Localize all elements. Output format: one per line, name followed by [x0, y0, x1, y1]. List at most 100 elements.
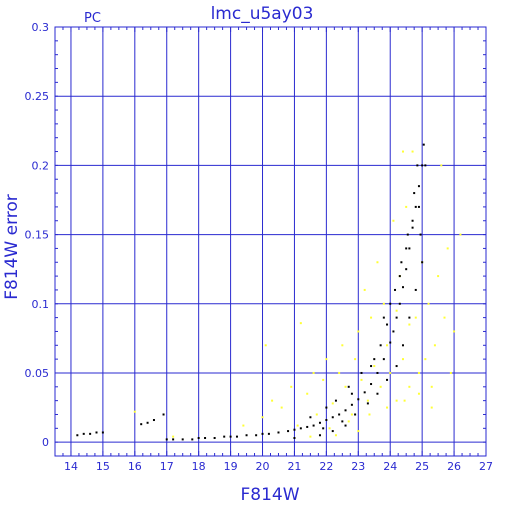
data-point-yellow — [341, 344, 344, 347]
data-point-yellow — [338, 371, 341, 374]
data-point-black — [424, 164, 427, 167]
data-point-black — [406, 233, 409, 236]
data-point-yellow — [290, 385, 293, 388]
data-point-black — [373, 358, 376, 361]
data-point-black — [322, 427, 325, 430]
data-point-black — [181, 438, 184, 441]
data-point-black — [411, 219, 414, 222]
data-point-yellow — [395, 309, 398, 312]
data-point-yellow — [405, 205, 408, 208]
data-point-black — [405, 268, 408, 271]
data-point-black — [401, 286, 404, 289]
corner-label: PC — [84, 11, 101, 26]
data-point-black — [389, 302, 392, 305]
data-point-black — [376, 392, 379, 395]
data-point-yellow — [437, 275, 440, 278]
data-point-black — [82, 432, 85, 435]
data-point-yellow — [312, 371, 315, 374]
data-point-yellow — [366, 399, 369, 402]
data-point-yellow — [271, 399, 274, 402]
data-point-black — [379, 344, 382, 347]
data-point-yellow — [430, 406, 433, 409]
x-tick-label: 26 — [447, 460, 461, 473]
grid-layer — [54, 26, 487, 456]
data-point-black — [162, 413, 165, 416]
data-point-yellow — [331, 402, 334, 405]
data-point-black — [370, 365, 373, 368]
data-point-yellow — [357, 330, 360, 333]
data-point-yellow — [309, 435, 312, 438]
data-point-yellow — [363, 288, 366, 291]
data-point-yellow — [360, 378, 363, 381]
data-point-black — [414, 288, 417, 291]
data-point-yellow — [386, 406, 389, 409]
data-point-black — [331, 416, 334, 419]
y-tick-labels: 0 0.05 0.1 0.15 0.2 0.25 0.3 — [25, 21, 50, 449]
data-point-yellow — [354, 358, 357, 361]
data-point-yellow — [382, 302, 385, 305]
data-point-black — [421, 164, 424, 167]
data-point-black — [360, 371, 363, 374]
data-point-yellow — [417, 371, 420, 374]
data-point-yellow — [430, 385, 433, 388]
data-point-black — [366, 402, 369, 405]
data-point-black — [299, 427, 302, 430]
data-point-yellow — [459, 233, 462, 236]
data-point-black — [382, 316, 385, 319]
data-point-yellow — [172, 435, 175, 438]
data-point-yellow — [242, 424, 245, 427]
data-point-black — [325, 419, 328, 422]
data-point-black — [398, 275, 401, 278]
data-point-black — [213, 437, 216, 440]
data-point-yellow — [334, 434, 337, 437]
data-point-black — [344, 409, 347, 412]
data-point-black — [312, 424, 315, 427]
data-point-black — [401, 344, 404, 347]
y-tick-label: 0.25 — [25, 90, 50, 103]
data-point-yellow — [368, 413, 371, 416]
data-point-yellow — [306, 392, 309, 395]
data-point-yellow — [433, 344, 436, 347]
data-point-black — [267, 432, 270, 435]
x-tick-label: 17 — [160, 460, 174, 473]
data-point-black — [408, 247, 411, 250]
x-tick-label: 16 — [128, 460, 142, 473]
data-point-black — [421, 261, 424, 264]
y-tick-label: 0.1 — [32, 298, 50, 311]
data-point-black — [370, 383, 373, 386]
data-point-black — [146, 421, 149, 424]
data-point-black — [386, 378, 389, 381]
data-point-black — [350, 403, 353, 406]
x-tick-label: 25 — [415, 460, 429, 473]
data-point-black — [325, 406, 328, 409]
data-point-yellow — [395, 399, 398, 402]
data-point-black — [419, 233, 422, 236]
y-tick-label: 0.15 — [25, 229, 50, 242]
data-point-black — [191, 438, 194, 441]
data-point-yellow — [280, 406, 283, 409]
data-point-yellow — [389, 371, 392, 374]
data-point-yellow — [350, 413, 353, 416]
data-point-yellow — [299, 322, 302, 325]
x-tick-label: 19 — [224, 460, 238, 473]
data-point-black — [165, 438, 168, 441]
data-point-yellow — [373, 365, 376, 368]
data-point-yellow — [440, 164, 443, 167]
y-tick-label: 0.3 — [32, 21, 50, 34]
data-point-yellow — [344, 385, 347, 388]
data-point-black — [389, 341, 392, 344]
data-point-black — [386, 323, 389, 326]
data-point-black — [376, 371, 379, 374]
data-point-black — [422, 143, 425, 146]
data-point-yellow — [261, 416, 264, 419]
data-point-yellow — [411, 150, 414, 153]
data-point-black — [416, 164, 419, 167]
data-point-yellow — [401, 150, 404, 153]
data-point-yellow — [446, 247, 449, 250]
data-point-black — [411, 226, 414, 229]
data-point-black — [363, 391, 366, 394]
data-point-black — [417, 185, 420, 188]
data-point-yellow — [414, 316, 417, 319]
x-tick-label: 20 — [256, 460, 270, 473]
data-point-yellow — [401, 358, 404, 361]
